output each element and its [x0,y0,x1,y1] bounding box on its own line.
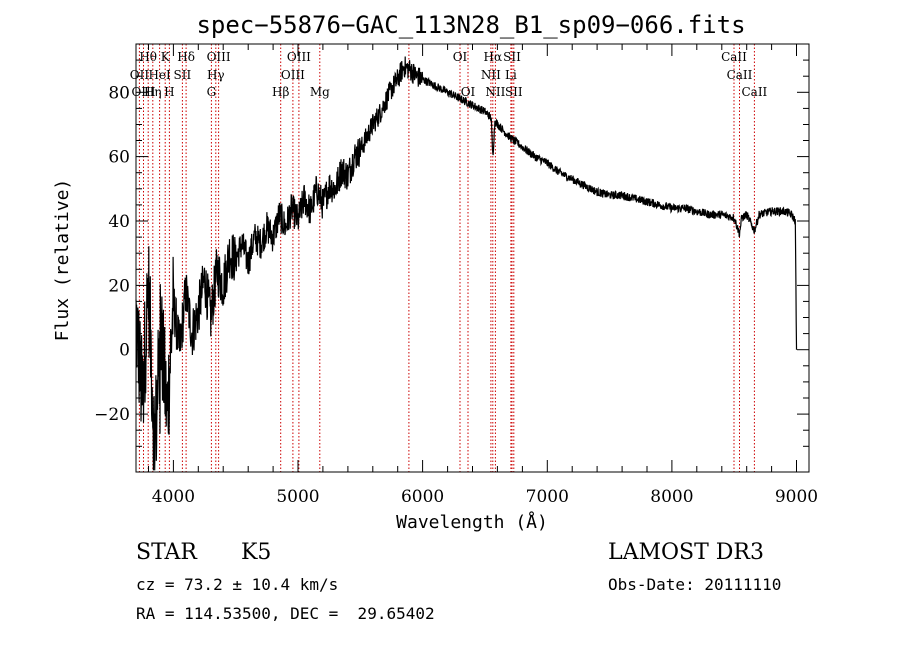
line-label: HeI [148,68,171,82]
line-label: Hη [144,85,162,99]
y-tick-label: 0 [119,341,130,361]
line-label: Hθ [139,50,157,64]
spectrum-line [135,56,798,471]
line-label: OI [453,50,468,64]
y-axis-label: Flux (relative) [52,179,73,342]
line-label: Li [505,68,517,82]
line-label: SII [174,68,192,82]
line-label: H [164,85,174,99]
line-label: OIII [207,50,231,64]
line-label: Mg [310,85,330,99]
x-axis-label: Wavelength (Å) [396,511,548,533]
line-label: G [207,85,217,99]
line-label: CaII [727,68,753,82]
line-label: CaII [741,85,767,99]
x-tick-label: 8000 [650,487,693,507]
line-label: NII [485,85,505,99]
y-tick-label: −20 [94,405,130,425]
line-label: Hα [484,50,503,64]
y-tick-label: 40 [108,212,130,232]
line-label: SII [503,50,521,64]
object-subclass: K5 [241,540,272,565]
line-label: OIII [287,50,311,64]
line-label: SII [505,85,523,99]
line-label: Hγ [207,68,225,82]
line-label: K [161,50,171,64]
x-tick-label: 4000 [152,487,195,507]
x-tick-label: 5000 [276,487,319,507]
observation-date: Obs-Date: 20111110 [608,575,782,594]
x-axis-ticks: 4000 5000 6000 7000 8000 9000 [148,44,818,507]
line-label: Hδ [177,50,195,64]
line-label: CaII [721,50,747,64]
x-tick-label: 6000 [401,487,444,507]
object-class: STAR [136,540,197,565]
chart-title: spec−55876−GAC_113N28_B1_sp09−066.fits [196,11,745,39]
y-tick-label: 20 [108,276,130,296]
line-label: Hβ [272,85,289,99]
x-tick-label: 9000 [775,487,818,507]
y-tick-label: 60 [108,148,130,168]
y-axis-ticks: −20 0 20 40 60 80 [94,59,809,447]
redshift-value: cz = 73.2 ± 10.4 km/s [136,575,339,594]
x-tick-label: 7000 [526,487,569,507]
survey-name: LAMOST DR3 [608,540,764,565]
line-label: OIII [281,68,305,82]
coordinates: RA = 114.53500, DEC = 29.65402 [136,604,435,623]
line-label: NII [481,68,501,82]
y-tick-label: 80 [108,83,130,103]
line-label: OII [130,68,150,82]
line-label: OI [461,85,476,99]
